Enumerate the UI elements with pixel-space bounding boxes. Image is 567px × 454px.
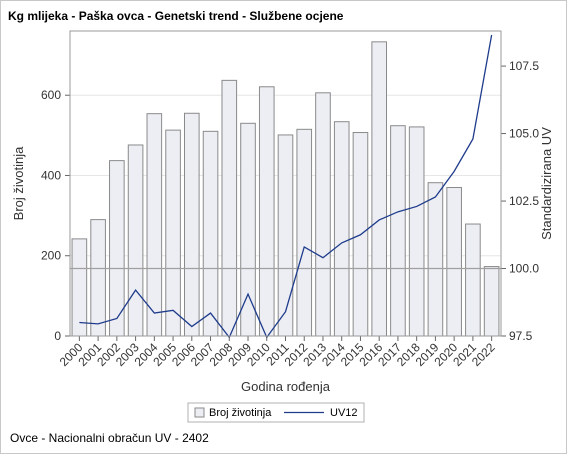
bar (90, 219, 106, 337)
y2-tick-label: 97.5 (509, 329, 533, 343)
y2-tick-label: 100.0 (509, 262, 539, 276)
bars (71, 41, 500, 337)
bar (165, 129, 181, 337)
x-axis-label: Godina rođenja (241, 379, 331, 394)
x-tick-label: 2022 (469, 340, 498, 369)
bar (483, 266, 500, 337)
legend-box (187, 402, 365, 423)
bar (258, 86, 275, 337)
bar (71, 238, 88, 337)
y2-tick-label: 107.5 (509, 59, 539, 73)
bar (390, 125, 406, 337)
legend-bar-swatch (194, 407, 205, 418)
bar (296, 128, 313, 337)
bar (240, 122, 256, 337)
bar (427, 182, 444, 337)
bar (333, 121, 350, 337)
legend: Broj životinja UV12 (187, 402, 365, 423)
y-axis-label: Broj životinja (11, 146, 26, 220)
y-tick-label: 400 (41, 168, 61, 182)
bar (371, 41, 388, 337)
bar (277, 134, 294, 337)
y2-tick-label: 102.5 (509, 194, 539, 208)
bar (183, 112, 200, 337)
y-axis-ticks: 0 200 400 600 (41, 88, 70, 343)
plot-frame (69, 30, 502, 337)
y2-axis-label: Standardizirana UV (539, 127, 554, 240)
bar (127, 144, 144, 337)
bar (146, 113, 163, 337)
legend-label-bars: Broj životinja (209, 407, 272, 419)
legend-label-line: UV12 (330, 407, 358, 419)
bar (408, 126, 425, 337)
bar (202, 130, 219, 337)
footnote: Ovce - Nacionalni obračun UV - 2402 (10, 431, 209, 445)
y-tick-label: 600 (41, 88, 61, 102)
y2-axis-ticks: 97.5 100.0 102.5 105.0 107.5 (501, 59, 539, 343)
uv12-line (79, 34, 493, 339)
bar (315, 92, 331, 337)
chart-title: Kg mlijeka - Paška ovca - Genetski trend… (8, 9, 344, 23)
bar (446, 187, 462, 337)
bar (221, 79, 238, 337)
bar (465, 223, 481, 337)
y2-tick-label: 105.0 (509, 127, 539, 141)
x-axis-ticks: 2000200120022003200420052006200720082009… (57, 336, 498, 369)
y-tick-label: 200 (41, 249, 61, 263)
y-tick-label: 0 (54, 329, 61, 343)
